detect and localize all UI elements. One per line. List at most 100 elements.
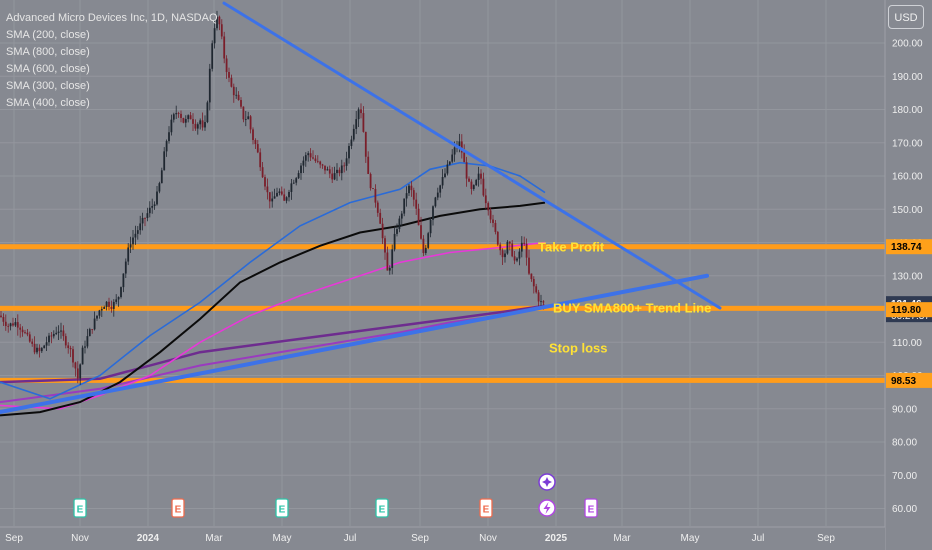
sparkle-icon <box>542 477 552 487</box>
candle-body <box>124 261 127 274</box>
earnings-marker[interactable]: E <box>375 498 389 518</box>
time-axis[interactable]: Sep Nov 2024 Mar May Jul Sep Nov 2025 Mar May Jul Se… <box>0 526 885 550</box>
candle-body <box>144 217 146 219</box>
time-tick: Jul <box>344 533 357 544</box>
split-event-icon[interactable] <box>538 473 556 491</box>
candle-body <box>448 161 451 165</box>
candle-body <box>508 241 511 244</box>
candle-body <box>276 192 278 197</box>
candle-body <box>345 158 348 166</box>
candle-body <box>314 158 317 161</box>
legend-sma-200[interactable]: SMA (200, close) <box>6 29 90 41</box>
horizontal-levels <box>0 244 885 383</box>
candle-body <box>223 36 226 59</box>
candle-body <box>175 113 178 115</box>
ascending-trend-line[interactable] <box>0 273 709 415</box>
candle-body <box>300 165 302 174</box>
legend-sma-400[interactable]: SMA (400, close) <box>6 97 90 109</box>
time-tick: Sep <box>411 533 429 544</box>
candle-body <box>408 185 410 194</box>
candle-body <box>436 192 439 198</box>
candle-body <box>501 250 504 258</box>
earnings-marker[interactable]: E <box>479 498 493 518</box>
candle-body <box>362 113 365 132</box>
candle-body <box>115 299 118 302</box>
candle-body <box>93 318 96 330</box>
candle-body <box>105 301 108 308</box>
earnings-marker[interactable]: E <box>275 498 289 518</box>
descending-trend-line[interactable] <box>222 1 722 310</box>
candle-body <box>441 177 444 186</box>
candle-body <box>489 210 492 220</box>
earnings-marker-box <box>584 498 598 518</box>
candle-body <box>321 164 324 166</box>
candle-body <box>194 123 197 129</box>
candle-body <box>67 345 70 348</box>
sma-300-line <box>0 161 546 400</box>
candle-body <box>333 173 336 180</box>
currency-button[interactable]: USD <box>888 5 924 29</box>
candle-body <box>528 257 530 274</box>
candle-body <box>259 152 262 168</box>
candle-body <box>542 301 545 303</box>
time-tick: Sep <box>5 533 23 544</box>
candle-body <box>184 119 187 123</box>
candle-body <box>410 185 413 191</box>
dividend-event-icon[interactable] <box>538 499 556 517</box>
candle-body <box>199 120 202 125</box>
candle-body <box>309 153 312 158</box>
time-tick: 2024 <box>137 533 160 544</box>
candle-body <box>19 327 22 330</box>
candle-body <box>213 28 216 44</box>
legend-sma-800[interactable]: SMA (800, close) <box>6 46 90 58</box>
candle-body <box>271 198 274 202</box>
candle-body <box>48 335 50 343</box>
price-label: 138.74 <box>891 242 922 253</box>
candle-body <box>204 122 206 128</box>
candle-body <box>136 230 139 234</box>
candle-body <box>364 131 367 157</box>
candle-body <box>127 247 130 262</box>
candle-body <box>0 315 2 317</box>
candle-body <box>108 301 110 307</box>
candle-body <box>45 342 48 346</box>
price-axis[interactable]: 60.0070.0080.0090.00100.00110.00120.0013… <box>884 0 932 550</box>
candle-body <box>225 58 228 73</box>
candle-body <box>424 247 427 254</box>
earnings-marker[interactable]: E <box>171 498 185 518</box>
time-tick: Jul <box>752 533 765 544</box>
time-tick: May <box>681 533 700 544</box>
legend-title: Advanced Micro Devices Inc, 1D, NASDAQ <box>6 12 218 24</box>
candle-body <box>316 160 319 162</box>
earnings-marker[interactable]: E <box>73 498 87 518</box>
legend-sma-300[interactable]: SMA (300, close) <box>6 80 90 92</box>
candle-body <box>458 141 461 147</box>
legend-sma-600[interactable]: SMA (600, close) <box>6 63 90 75</box>
trend-lines[interactable] <box>0 1 722 415</box>
candle-body <box>492 219 494 223</box>
stop-loss-label: Stop loss <box>549 340 608 355</box>
candle-body <box>96 315 98 319</box>
indicator-legend[interactable]: Advanced Micro Devices Inc, 1D, NASDAQ S… <box>6 10 218 112</box>
candle-body <box>139 223 142 231</box>
candle-body <box>2 316 5 322</box>
candle-body <box>201 120 204 128</box>
candle-body <box>518 251 521 259</box>
candle-body <box>391 249 394 268</box>
candle-body <box>98 310 101 316</box>
candle-body <box>168 132 170 142</box>
candle-body <box>319 161 322 165</box>
candle-body <box>88 329 91 337</box>
candle-body <box>182 117 185 123</box>
candle-body <box>348 145 350 159</box>
candle-body <box>328 169 331 174</box>
earnings-marker-letter: E <box>175 505 182 516</box>
price-label-bg <box>886 302 932 318</box>
price-tick: 170.00 <box>892 138 923 149</box>
candle-body <box>340 165 343 174</box>
candle-body <box>240 100 242 107</box>
earnings-marker[interactable]: E <box>584 498 598 518</box>
candle-body <box>532 279 535 287</box>
